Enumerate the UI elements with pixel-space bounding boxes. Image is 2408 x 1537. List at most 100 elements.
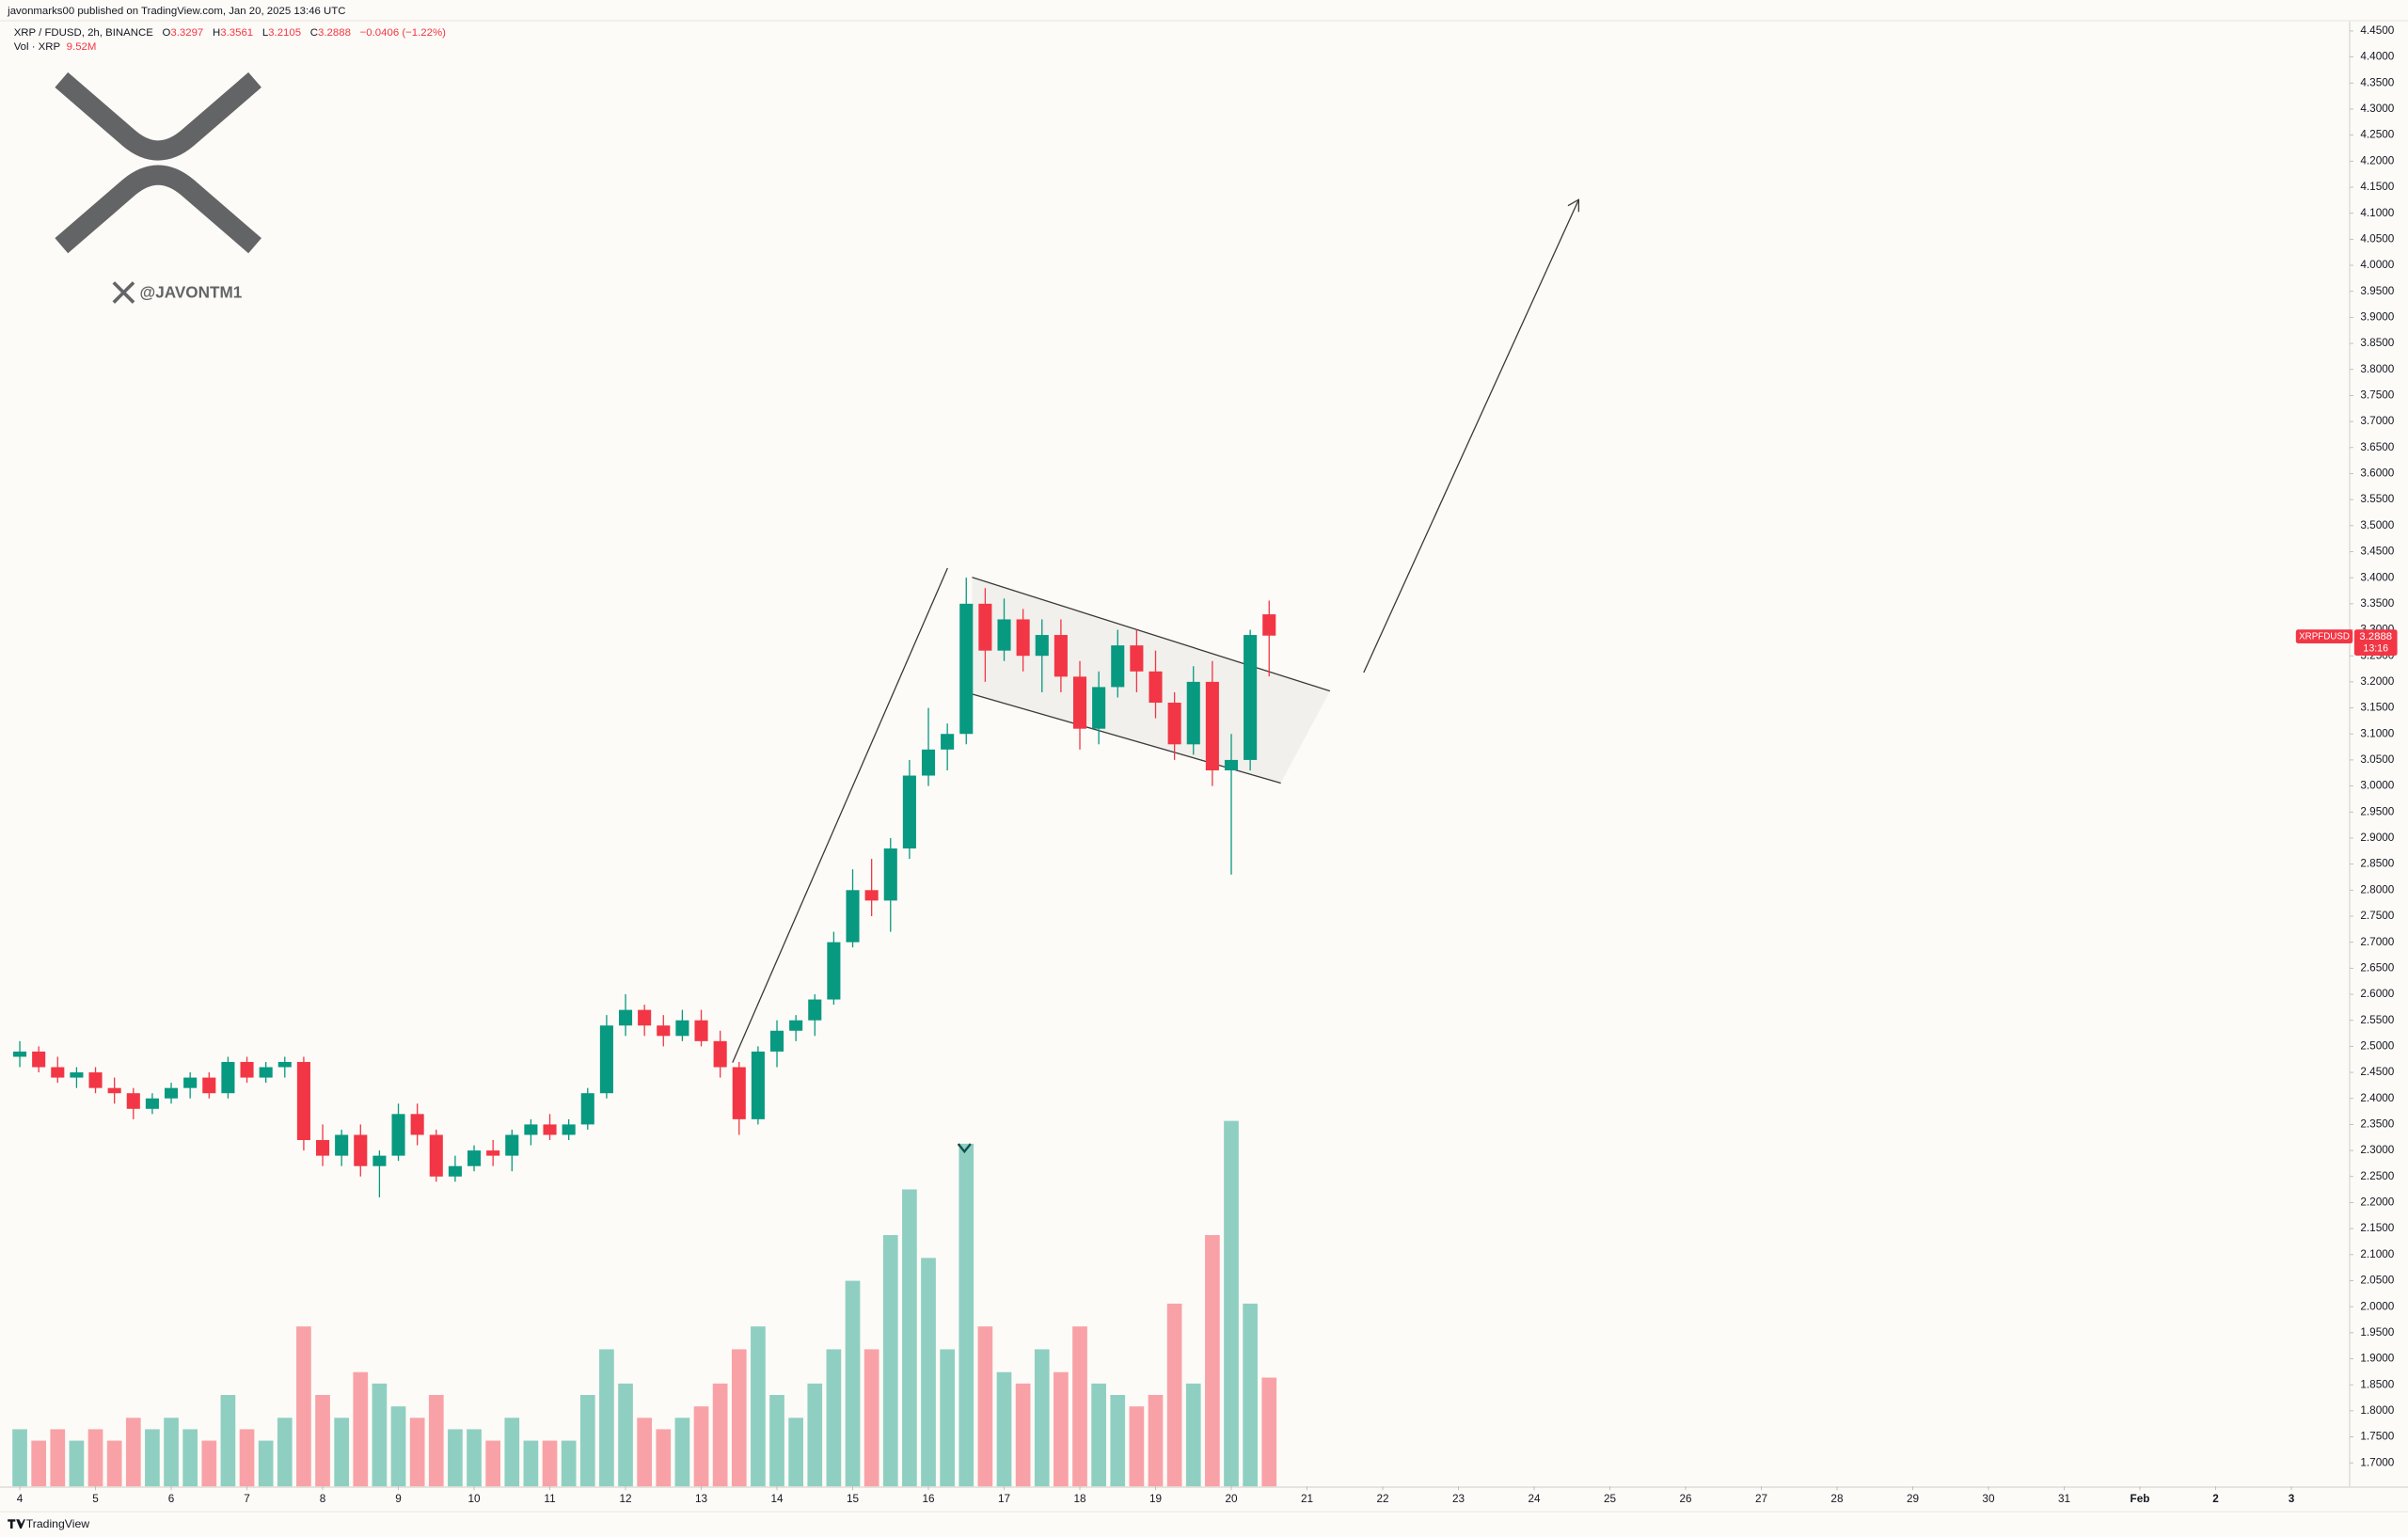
candle-body xyxy=(562,1124,576,1135)
y-tick-label: 4.1500 xyxy=(2360,181,2394,193)
symbol-legend: XRP / FDUSD, 2h, BINANCE O3.3297 H3.3561… xyxy=(14,27,446,39)
candle-body xyxy=(618,1009,633,1026)
candle-body xyxy=(808,999,822,1021)
x-tick-label: 12 xyxy=(619,1493,631,1505)
x-tick-label: 19 xyxy=(1149,1493,1162,1505)
x-tick-label: 7 xyxy=(244,1493,250,1505)
y-tick-label: 3.1000 xyxy=(2360,727,2394,739)
y-tick-label: 3.5500 xyxy=(2360,493,2394,505)
volume-bar xyxy=(1072,1326,1087,1487)
ohlc-key: L xyxy=(262,27,268,39)
volume-bar xyxy=(1185,1383,1201,1487)
candle-body xyxy=(259,1067,273,1078)
volume-bar xyxy=(693,1406,709,1487)
y-tick-label: 3.2000 xyxy=(2360,675,2394,688)
volume-bar xyxy=(731,1349,747,1487)
volume-bar xyxy=(940,1349,955,1487)
candle-body xyxy=(713,1040,727,1068)
y-tick-label: 1.8000 xyxy=(2360,1404,2394,1417)
candle-body xyxy=(240,1061,254,1078)
y-tick-label: 2.9500 xyxy=(2360,805,2394,817)
volume-bar xyxy=(1015,1383,1031,1487)
candle-body xyxy=(183,1077,198,1088)
y-tick-label: 3.6500 xyxy=(2360,441,2394,453)
candle-body xyxy=(448,1165,462,1177)
volume-bar xyxy=(788,1418,803,1487)
y-tick-label: 2.9000 xyxy=(2360,832,2394,844)
y-tick-label: 3.0500 xyxy=(2360,753,2394,766)
x-tick-label: 11 xyxy=(544,1493,555,1505)
y-tick-label: 4.2500 xyxy=(2360,129,2394,141)
candle-body xyxy=(202,1077,216,1094)
y-tick-label: 2.8500 xyxy=(2360,858,2394,870)
candle-body xyxy=(657,1025,671,1037)
volume-bar xyxy=(863,1349,879,1487)
footer-logo xyxy=(8,1519,25,1529)
y-tick-label: 4.4500 xyxy=(2360,24,2394,37)
y-tick-label: 4.2000 xyxy=(2360,154,2394,166)
volume-bar xyxy=(921,1258,936,1487)
candle-body xyxy=(864,890,879,901)
y-tick-label: 2.2000 xyxy=(2360,1196,2394,1209)
volume-bar xyxy=(390,1406,406,1487)
candle-body xyxy=(1072,676,1087,729)
volume-bar xyxy=(428,1395,444,1487)
y-tick-label: 3.6000 xyxy=(2360,467,2394,480)
candle-body xyxy=(524,1124,538,1135)
volume-bar xyxy=(220,1395,236,1487)
y-tick-label: 2.4000 xyxy=(2360,1092,2394,1104)
volume-bar xyxy=(164,1418,179,1487)
candle-body xyxy=(959,603,974,735)
ohlc-value: 3.2888 xyxy=(318,27,351,39)
y-tick-label: 3.3500 xyxy=(2360,597,2394,610)
y-tick-label: 3.1500 xyxy=(2360,702,2394,714)
volume-bar xyxy=(315,1395,330,1487)
y-tick-label: 2.6000 xyxy=(2360,988,2394,1000)
y-tick-label: 2.0000 xyxy=(2360,1300,2394,1312)
logo-bottom xyxy=(55,165,261,254)
volume-bar xyxy=(125,1418,141,1487)
candle-body xyxy=(599,1025,613,1094)
candle-body xyxy=(997,619,1011,651)
volume-bar xyxy=(1091,1383,1106,1487)
candle-body xyxy=(638,1009,652,1026)
xrp-logo xyxy=(55,71,261,254)
y-tick-label: 1.8500 xyxy=(2360,1378,2394,1390)
y-tick-label: 3.5000 xyxy=(2360,519,2394,531)
candle-body xyxy=(145,1098,159,1109)
y-tick-label: 3.7500 xyxy=(2360,389,2394,402)
logo-top xyxy=(55,71,261,161)
y-tick-label: 4.1000 xyxy=(2360,207,2394,219)
x-icon xyxy=(112,281,135,304)
y-tick-label: 4.4000 xyxy=(2360,51,2394,63)
volume-bar xyxy=(87,1429,103,1487)
x-tick-label: 10 xyxy=(467,1493,481,1505)
published-line: javonmarks00 published on TradingView.co… xyxy=(7,6,345,17)
candle-body xyxy=(732,1067,746,1119)
ohlc-value: 3.3561 xyxy=(220,27,253,39)
tag-countdown: 13:16 xyxy=(2363,642,2388,654)
x-tick-label: 30 xyxy=(1982,1493,1995,1505)
x-tick-label: 4 xyxy=(17,1493,24,1505)
y-tick-label: 2.5500 xyxy=(2360,1014,2394,1026)
volume-bar xyxy=(977,1326,993,1487)
candle-body xyxy=(1054,635,1068,677)
y-tick-label: 2.7000 xyxy=(2360,936,2394,948)
candle-body xyxy=(941,734,955,750)
volume-bar xyxy=(1034,1349,1050,1487)
x-tick-label: Feb xyxy=(2131,1493,2150,1505)
candle-body xyxy=(467,1150,482,1166)
y-tick-label: 2.0500 xyxy=(2360,1275,2394,1287)
volume-bar xyxy=(902,1189,917,1487)
x-tick-label: 27 xyxy=(1755,1493,1767,1505)
x-tick-label: 20 xyxy=(1225,1493,1238,1505)
volume-bar xyxy=(769,1395,784,1487)
volume-legend: Vol · XRP 9.52M xyxy=(14,41,97,53)
change: −0.0406 (−1.22%) xyxy=(360,27,447,39)
x-icon-stroke xyxy=(112,281,135,304)
candle-body xyxy=(505,1134,519,1156)
y-tick-label: 2.1500 xyxy=(2360,1222,2394,1234)
arrow-head xyxy=(1567,198,1580,213)
candle-body xyxy=(1262,614,1276,636)
